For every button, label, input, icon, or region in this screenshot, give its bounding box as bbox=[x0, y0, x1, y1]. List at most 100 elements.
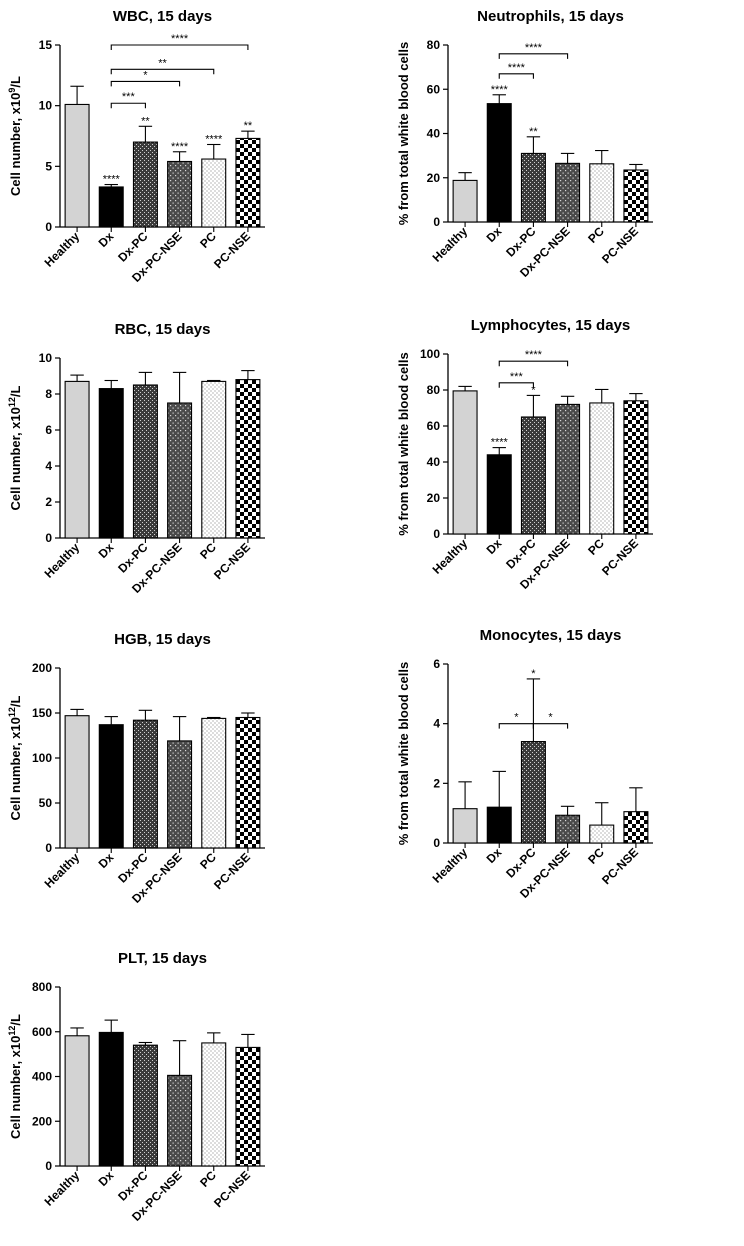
chart-title: Lymphocytes, 15 days bbox=[471, 317, 631, 334]
x-tick-label-healthy: Healthy bbox=[42, 229, 83, 270]
comparison-bracket-label: *** bbox=[510, 371, 524, 383]
y-tick-label: 0 bbox=[45, 531, 52, 545]
significance-label-dx: **** bbox=[491, 437, 509, 449]
bar-dx-pc-nse bbox=[167, 402, 193, 539]
bar-pc-nse bbox=[235, 379, 261, 539]
bar-dx-pc-nse bbox=[167, 1074, 193, 1167]
x-tick-label-healthy: Healthy bbox=[42, 850, 83, 891]
y-tick-label: 4 bbox=[433, 717, 440, 731]
y-tick-label: 200 bbox=[32, 661, 52, 675]
significance-label-dx-pc: * bbox=[531, 668, 536, 680]
comparison-bracket bbox=[110, 80, 181, 87]
y-axis-label-text: Cell number, x10 bbox=[8, 407, 23, 510]
x-tick-label-healthy: Healthy bbox=[42, 1168, 83, 1209]
significance-label-dx: **** bbox=[103, 174, 121, 186]
y-axis-label: % from total white blood cells bbox=[396, 662, 411, 845]
y-tick-label: 15 bbox=[39, 38, 53, 52]
x-tick-label-pc: PC bbox=[197, 850, 219, 872]
chart-title: Neutrophils, 15 days bbox=[477, 8, 624, 25]
comparison-bracket-label: * bbox=[143, 69, 148, 81]
significance-label-dx-pc: ** bbox=[529, 126, 538, 138]
x-tick-label-dx: Dx bbox=[484, 845, 505, 866]
bar-pc-nse bbox=[623, 400, 649, 535]
y-axis-label: % from total white blood cells bbox=[396, 42, 411, 225]
y-tick-label: 40 bbox=[427, 455, 441, 469]
bar-pc-nse bbox=[623, 169, 649, 223]
bar-dx-pc-nse bbox=[167, 160, 193, 228]
x-tick-label-dx: Dx bbox=[484, 536, 505, 557]
y-tick-label: 400 bbox=[32, 1070, 52, 1084]
y-tick-label: 0 bbox=[433, 527, 440, 541]
x-tick-label-pc-nse: PC-NSE bbox=[599, 536, 641, 578]
comparison-bracket bbox=[532, 723, 569, 729]
bar-dx bbox=[486, 454, 512, 535]
y-axis-label-exponent: 9 bbox=[7, 88, 17, 93]
y-axis-label-text: % from total white blood cells bbox=[396, 42, 411, 225]
significance-label-pc: **** bbox=[205, 133, 223, 145]
y-tick-label: 6 bbox=[45, 423, 52, 437]
y-tick-label: 20 bbox=[427, 171, 441, 185]
bar-dx-pc-nse bbox=[555, 814, 581, 844]
bar-dx-pc bbox=[520, 741, 546, 844]
chart-title: HGB, 15 days bbox=[114, 631, 211, 648]
x-tick-label-pc: PC bbox=[197, 229, 219, 251]
y-tick-label: 8 bbox=[45, 387, 52, 401]
y-tick-label: 2 bbox=[433, 776, 440, 790]
bar-healthy bbox=[64, 380, 90, 539]
comparison-bracket-label: **** bbox=[525, 349, 543, 361]
chart-lymphocytes: Lymphocytes, 15 days % from total white b… bbox=[396, 317, 653, 592]
chart-title: Monocytes, 15 days bbox=[480, 627, 622, 644]
x-tick-label-healthy: Healthy bbox=[430, 536, 471, 577]
y-axis-label: Cell number, x109/L bbox=[7, 76, 23, 196]
x-tick-label-healthy: Healthy bbox=[430, 224, 471, 265]
comparison-bracket bbox=[498, 382, 534, 388]
bar-healthy bbox=[64, 1035, 90, 1167]
y-tick-label: 50 bbox=[39, 796, 53, 810]
x-tick-label-pc: PC bbox=[585, 224, 607, 246]
bar-dx bbox=[98, 724, 124, 849]
bar-dx-pc bbox=[132, 719, 158, 849]
y-axis-label-text: Cell number, x10 bbox=[8, 717, 23, 820]
bar-dx bbox=[98, 186, 124, 228]
bar-pc bbox=[589, 163, 615, 223]
y-axis-label: Cell number, x1012/L bbox=[7, 695, 23, 820]
x-tick-label-healthy: Healthy bbox=[430, 845, 471, 886]
x-tick-label-pc-nse: PC-NSE bbox=[599, 845, 641, 887]
x-tick-label-pc: PC bbox=[585, 845, 607, 867]
y-tick-label: 20 bbox=[427, 491, 441, 505]
y-axis-label-exponent: 12 bbox=[7, 707, 17, 717]
bar-dx-pc bbox=[520, 152, 546, 223]
bar-pc bbox=[201, 717, 227, 849]
y-tick-label: 60 bbox=[427, 419, 441, 433]
y-axis-label-text: Cell number, x10 bbox=[8, 1036, 23, 1139]
x-tick-label-pc-nse: PC-NSE bbox=[211, 1168, 253, 1210]
bar-healthy bbox=[452, 179, 478, 223]
bar-dx-pc-nse bbox=[555, 403, 581, 535]
x-tick-label-pc-nse: PC-NSE bbox=[211, 850, 253, 892]
y-tick-label: 6 bbox=[433, 657, 440, 671]
bar-dx bbox=[98, 1031, 124, 1167]
y-tick-label: 0 bbox=[45, 841, 52, 855]
y-axis-label-unit: /L bbox=[8, 76, 23, 88]
y-axis-label: Cell number, x1012/L bbox=[7, 385, 23, 510]
bar-pc-nse bbox=[235, 1046, 261, 1167]
chart-wbc: WBC, 15 days Cell number, x109/L 0 5 10 15 Hea… bbox=[7, 8, 265, 285]
y-tick-label: 5 bbox=[45, 159, 52, 173]
x-tick-label-dx: Dx bbox=[96, 540, 117, 561]
comparison-bracket bbox=[498, 723, 534, 729]
chart-title: WBC, 15 days bbox=[113, 8, 212, 25]
comparison-bracket bbox=[498, 73, 534, 79]
comparison-bracket bbox=[498, 53, 569, 59]
comparison-bracket-label: **** bbox=[508, 62, 526, 74]
y-tick-label: 60 bbox=[427, 82, 441, 96]
y-tick-label: 200 bbox=[32, 1114, 52, 1128]
chart-title: PLT, 15 days bbox=[118, 950, 207, 967]
bar-dx-pc bbox=[132, 141, 158, 228]
significance-label-dx: **** bbox=[491, 84, 509, 96]
comparison-bracket bbox=[110, 102, 146, 109]
y-axis-label-text: Cell number, x10 bbox=[8, 93, 23, 196]
bar-healthy bbox=[452, 390, 478, 535]
x-tick-label-pc: PC bbox=[585, 536, 607, 558]
bar-pc-nse bbox=[623, 811, 649, 844]
